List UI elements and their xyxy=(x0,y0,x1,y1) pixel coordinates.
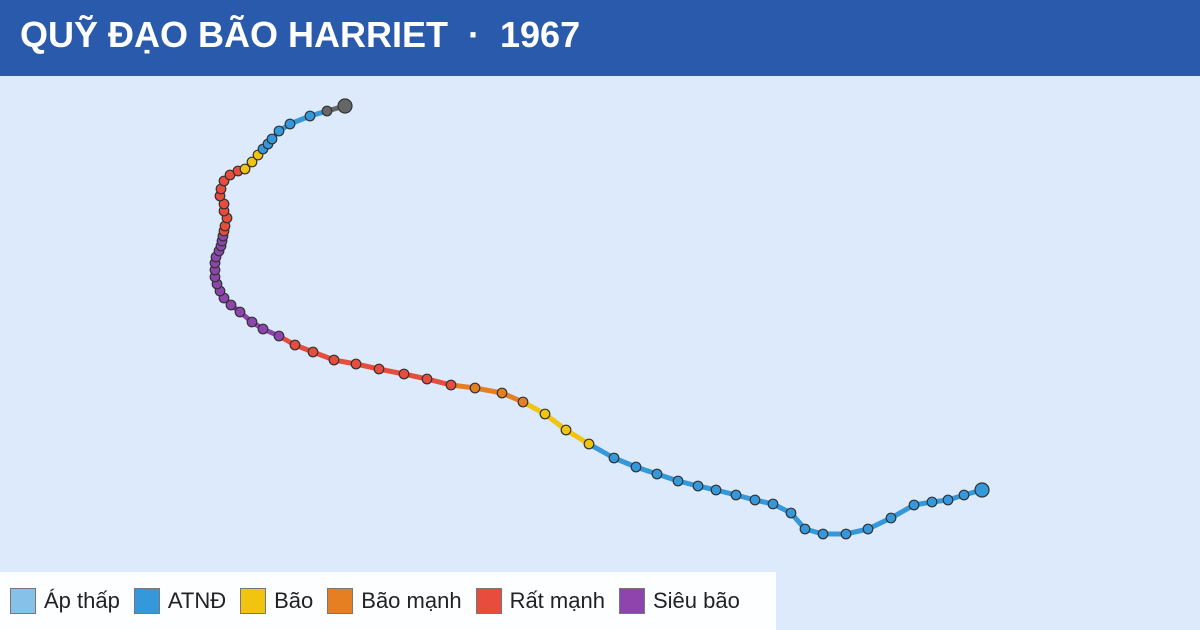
track-point xyxy=(257,323,269,335)
legend-label: Áp thấp xyxy=(44,588,120,613)
track-point xyxy=(942,494,954,506)
track-point xyxy=(767,498,779,510)
header: QUỸ ĐẠO BÃO HARRIET · 1967 xyxy=(0,0,1200,76)
track-point xyxy=(630,461,642,473)
legend-swatch xyxy=(133,588,160,614)
track-point xyxy=(672,475,684,487)
track-point xyxy=(710,484,722,496)
track-point xyxy=(560,424,572,436)
track-point xyxy=(469,382,481,394)
track-point xyxy=(974,482,990,498)
legend-item: Bão mạnh xyxy=(327,588,462,614)
legend-swatch xyxy=(10,588,36,614)
legend-swatch xyxy=(618,588,645,614)
track-point xyxy=(517,396,529,408)
title: QUỸ ĐẠO BÃO HARRIET · 1967 xyxy=(20,14,581,55)
track-point xyxy=(239,163,251,175)
track-point xyxy=(908,499,920,511)
legend-item: Siêu bão xyxy=(618,588,740,614)
track-point xyxy=(289,339,301,351)
track-point xyxy=(692,480,704,492)
track-point xyxy=(583,438,595,450)
legend-label: Bão mạnh xyxy=(361,588,462,613)
track-point xyxy=(284,118,296,130)
track-point xyxy=(234,306,246,318)
track-point xyxy=(421,373,433,385)
track-point xyxy=(321,105,333,117)
track-point xyxy=(785,507,797,519)
track-point xyxy=(273,330,285,342)
track-point xyxy=(398,368,410,380)
legend-label: ATNĐ xyxy=(167,588,227,613)
track-point xyxy=(266,133,278,145)
track-point xyxy=(328,354,340,366)
track-point xyxy=(445,379,457,391)
track-point xyxy=(608,452,620,464)
track-point xyxy=(273,125,285,137)
legend-label: Bão xyxy=(274,588,314,613)
legend-item: Rất mạnh xyxy=(475,588,605,614)
legend-swatch xyxy=(327,588,354,614)
track-point xyxy=(749,494,761,506)
legend-label: Rất mạnh xyxy=(509,588,605,613)
track-point xyxy=(246,316,258,328)
legend-item: Áp thấp xyxy=(10,588,120,614)
track-point xyxy=(496,387,508,399)
track-point xyxy=(373,363,385,375)
legend-item: Bão xyxy=(240,588,313,614)
track-point xyxy=(862,523,874,535)
track-map xyxy=(209,98,990,540)
legend-swatch xyxy=(475,588,502,614)
track-point xyxy=(730,489,742,501)
track-point xyxy=(817,528,829,540)
track-point xyxy=(304,110,316,122)
track-point xyxy=(926,496,938,508)
track-point xyxy=(246,156,258,168)
track-point xyxy=(885,512,897,524)
track-point xyxy=(539,408,551,420)
legend-swatch xyxy=(240,588,267,614)
track-point xyxy=(840,528,852,540)
legend-item: ATNĐ xyxy=(133,588,227,614)
track-point xyxy=(350,358,362,370)
legend: Áp thấp ATNĐ Bão Bão mạnh Rất mạnh Siêu bão xyxy=(0,572,776,630)
track-point xyxy=(337,98,353,114)
track-point xyxy=(651,468,663,480)
track-point xyxy=(225,299,237,311)
legend-label: Siêu bão xyxy=(652,588,740,613)
track-point xyxy=(799,523,811,535)
track-point xyxy=(958,489,970,501)
track-point xyxy=(307,346,319,358)
